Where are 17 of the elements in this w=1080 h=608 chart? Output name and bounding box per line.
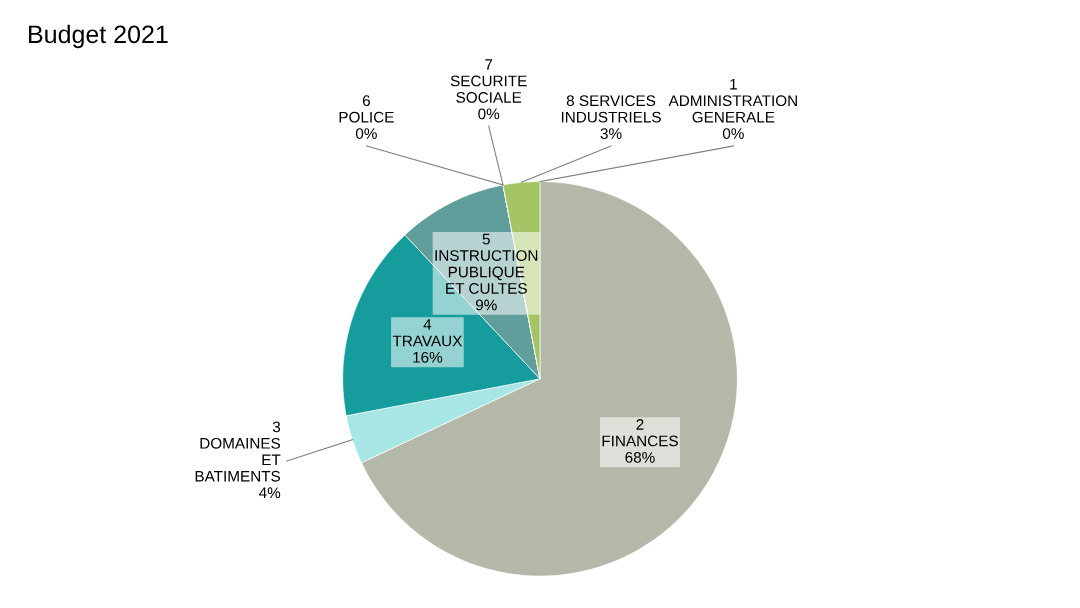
slice-label: 3 DOMAINES ET BATIMENTS (195, 421, 281, 482)
category-label: 6 POLICE (339, 95, 394, 123)
slice-label: 2 FINANCES (602, 419, 678, 447)
chart-title: Budget 2021 (29, 24, 168, 49)
data-label: 4% (259, 487, 281, 499)
slice-label: 4 TRAVAUX (392, 319, 463, 347)
category-label: 7 SECURITE SOCIALE (450, 59, 527, 103)
slice-label: 5 INSTRUCTION PUBLIQUE ET CULTES (435, 233, 538, 294)
text: 0% (722, 128, 744, 139)
text: 0% (478, 108, 500, 120)
data-label: 3% (600, 128, 622, 139)
slice-label: 8 SERVICES INDUSTRIELS (561, 95, 661, 123)
category-label: 1 ADMINISTRATION GENERALE (668, 78, 797, 123)
data-label: 16% (413, 351, 443, 363)
data-label: 68% (625, 451, 655, 463)
text: 0% (355, 128, 377, 139)
data-label: 9% (475, 299, 497, 311)
